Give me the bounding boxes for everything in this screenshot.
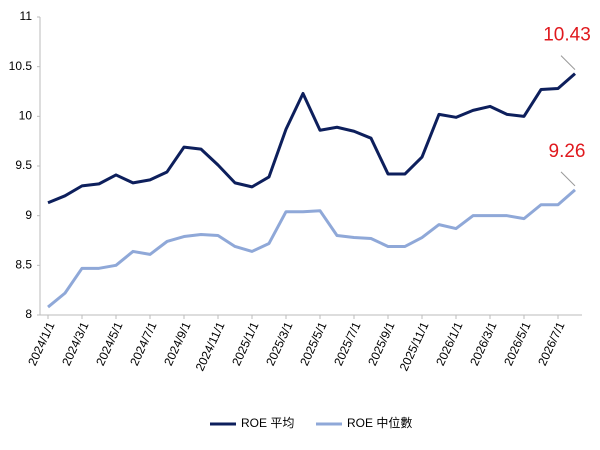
x-tick-label: 2026/3/1 [467, 319, 500, 368]
x-tick-label: 2025/3/1 [263, 319, 296, 368]
y-tick-label: 10 [19, 109, 33, 123]
x-tick-label: 2025/9/1 [365, 319, 398, 368]
label-leader [560, 171, 576, 187]
x-tick-label: 2024/9/1 [161, 319, 194, 368]
label-leader [560, 55, 576, 70]
x-tick-label: 2025/1/1 [229, 319, 262, 368]
x-tick-label: 2026/7/1 [535, 319, 568, 368]
data-label: 9.26 [549, 141, 586, 162]
y-tick-label: 9.5 [15, 158, 32, 172]
legend-label: ROE 中位數 [347, 415, 412, 430]
y-tick-label: 8.5 [15, 258, 32, 272]
series-line [47, 72, 576, 205]
data-label: 10.43 [543, 25, 591, 46]
x-tick-label: 2024/7/1 [127, 319, 160, 368]
x-tick-label: 2025/11/1 [397, 319, 432, 373]
x-tick-label: 2024/5/1 [93, 319, 126, 368]
y-tick-label: 9 [25, 208, 32, 222]
series-line [47, 188, 576, 309]
y-tick-label: 8 [25, 307, 32, 321]
y-tick-label: 11 [20, 9, 33, 23]
x-tick-label: 2026/1/1 [433, 319, 466, 368]
x-tick-label: 2024/11/1 [193, 319, 228, 373]
x-tick-label: 2025/7/1 [331, 319, 364, 368]
y-tick-label: 10.5 [9, 59, 33, 73]
legend-label: ROE 平均 [241, 416, 294, 430]
x-tick-label: 2025/5/1 [297, 319, 330, 368]
x-tick-label: 2024/3/1 [59, 319, 92, 368]
x-tick-label: 2024/1/1 [25, 319, 58, 368]
x-tick-label: 2026/5/1 [501, 319, 534, 368]
